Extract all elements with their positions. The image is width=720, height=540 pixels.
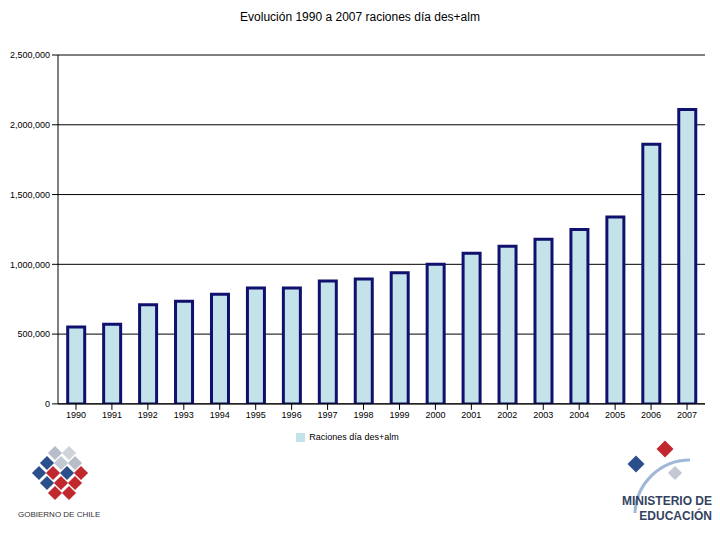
svg-text:500,000: 500,000 (17, 329, 50, 339)
svg-text:2000: 2000 (425, 410, 445, 420)
svg-text:2003: 2003 (533, 410, 553, 420)
html-text:Raciones día des+alm: Raciones día des+alm (309, 431, 399, 442)
svg-text:2,500,000: 2,500,000 (10, 50, 50, 60)
svg-text:1991: 1991 (102, 410, 122, 420)
svg-text:1998: 1998 (354, 410, 374, 420)
svg-text:1999: 1999 (389, 410, 409, 420)
svg-text:2001: 2001 (461, 410, 481, 420)
svg-text:2006: 2006 (641, 410, 661, 420)
svg-text:2005: 2005 (605, 410, 625, 420)
svg-text:1994: 1994 (210, 410, 230, 420)
svg-text:1,500,000: 1,500,000 (10, 190, 50, 200)
svg-text:2002: 2002 (497, 410, 517, 420)
svg-text:1996: 1996 (282, 410, 302, 420)
svg-text:0: 0 (45, 399, 50, 409)
html-text:Evolución 1990 a 2007 raciones: Evolución 1990 a 2007 raciones día des+a… (240, 10, 480, 24)
svg-text:1993: 1993 (174, 410, 194, 420)
svg-text:1990: 1990 (66, 410, 86, 420)
svg-text:2,000,000: 2,000,000 (10, 120, 50, 130)
svg-text:1997: 1997 (318, 410, 338, 420)
svg-text:1,000,000: 1,000,000 (10, 260, 50, 270)
svg-text:1992: 1992 (138, 410, 158, 420)
svg-text:1995: 1995 (246, 410, 266, 420)
svg-text:2007: 2007 (677, 410, 697, 420)
html-text:GOBIERNO DE CHILE: GOBIERNO DE CHILE (18, 510, 101, 519)
html-text:EDUCACIÓN: EDUCACIÓN (639, 509, 712, 523)
html-text:MINISTERIO DE: MINISTERIO DE (622, 494, 712, 508)
svg-text:2004: 2004 (569, 410, 589, 420)
